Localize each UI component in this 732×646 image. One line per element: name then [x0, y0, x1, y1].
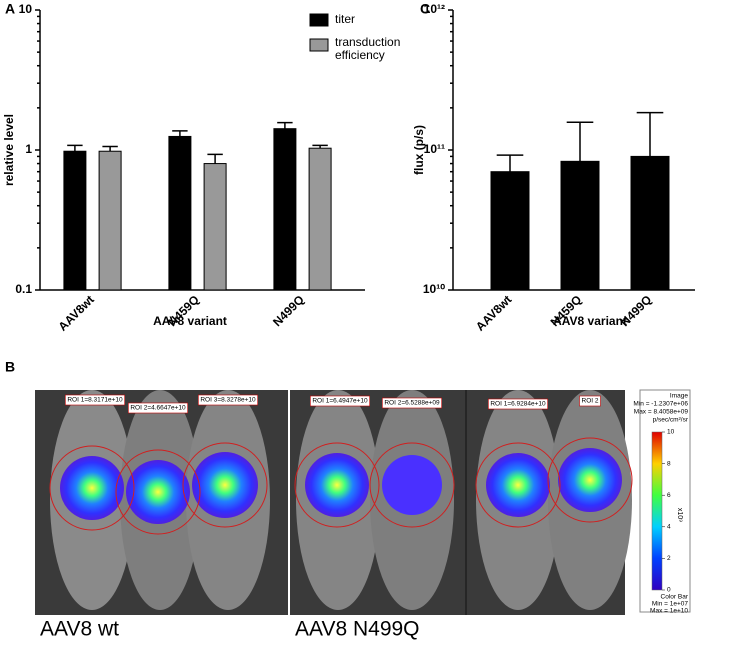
- bar: [630, 155, 670, 291]
- x-axis-title: AAV8 variant: [153, 314, 227, 328]
- error-bar: [636, 111, 664, 157]
- error-bar: [312, 144, 328, 149]
- panel-label: A: [5, 1, 15, 17]
- color-bar-footer: Min = 1e+07: [652, 601, 689, 608]
- legend-label: transduction efficiency: [335, 35, 400, 62]
- color-bar-header: Max = 8.4058e+09: [634, 409, 689, 416]
- roi-label: ROI 2: [582, 398, 599, 405]
- mouse-image-left: [35, 390, 288, 615]
- error-bar: [207, 153, 223, 164]
- y-axis-title: relative level: [2, 114, 16, 186]
- bar: [203, 163, 227, 291]
- roi-box: [198, 394, 258, 406]
- roi-label: ROI 1=6.9284e+10: [490, 401, 546, 408]
- color-bar-footer: Max = 1e+10: [650, 608, 688, 615]
- y-axis-title: flux (p/s): [412, 125, 426, 175]
- roi-box: [382, 397, 442, 409]
- error-bar: [102, 145, 118, 152]
- y-tick-label: 10¹²: [424, 2, 445, 16]
- color-bar-tick-label: 8: [667, 460, 671, 467]
- color-bar-tick-label: 4: [667, 524, 671, 531]
- y-tick-label: 1: [25, 142, 32, 156]
- roi-label: ROI 2=4.6647e+10: [130, 405, 186, 412]
- y-tick-label: 10¹¹: [424, 142, 445, 156]
- color-bar-tick-label: 6: [667, 492, 671, 499]
- error-bar: [566, 121, 594, 162]
- legend-swatch: [309, 38, 329, 52]
- roi-box: [65, 394, 125, 406]
- bar: [273, 128, 297, 291]
- bar: [308, 147, 332, 291]
- mouse-image-right: [290, 390, 633, 615]
- color-bar-tick-label: 10: [667, 429, 675, 436]
- roi-box: [488, 398, 548, 410]
- x-tick-label: N499Q: [618, 292, 655, 329]
- roi-label: ROI 2=6.5288e+09: [384, 400, 440, 407]
- bar: [490, 171, 530, 291]
- error-bar: [172, 130, 188, 137]
- roi-label: ROI 1=6.4947e+10: [312, 398, 368, 405]
- x-tick-label: N499Q: [270, 292, 307, 329]
- color-bar-header: Image: [670, 393, 688, 400]
- error-bar: [67, 144, 83, 152]
- x-tick-label: AAV8wt: [473, 292, 514, 333]
- y-tick-label: 0.1: [15, 282, 32, 296]
- roi-label: ROI 3=8.3278e+10: [200, 397, 256, 404]
- roi-label: ROI 1=8.3171e+10: [67, 397, 123, 404]
- color-bar-unit: x10⁹: [676, 508, 683, 522]
- bar: [168, 135, 192, 291]
- panel-label: B: [5, 359, 15, 375]
- color-bar-footer: Color Bar: [661, 594, 689, 601]
- x-axis-title: AAV8 variant: [553, 314, 627, 328]
- x-tick-label: AAV8wt: [56, 292, 97, 333]
- bar: [98, 150, 122, 291]
- error-bar: [496, 154, 524, 172]
- legend-label: titer: [335, 12, 355, 26]
- y-tick-label: 10¹⁰: [423, 282, 445, 296]
- color-bar-tick-label: 2: [667, 555, 671, 562]
- color-bar-tick-label: 0: [667, 587, 671, 594]
- panel-label: C: [420, 1, 430, 17]
- roi-box: [579, 395, 601, 407]
- roi-box: [128, 402, 188, 414]
- error-bar: [277, 121, 293, 129]
- color-bar-header: p/sec/cm²/sr: [653, 417, 689, 424]
- y-tick-label: 10: [19, 2, 33, 16]
- legend-swatch: [309, 13, 329, 27]
- color-bar: [639, 389, 691, 613]
- bar: [63, 150, 87, 291]
- color-bar-header: Min = -1.2307e+06: [633, 401, 688, 408]
- bar: [560, 160, 600, 291]
- roi-box: [310, 395, 370, 407]
- image-caption: AAV8 N499Q: [295, 618, 420, 641]
- image-caption: AAV8 wt: [40, 618, 119, 641]
